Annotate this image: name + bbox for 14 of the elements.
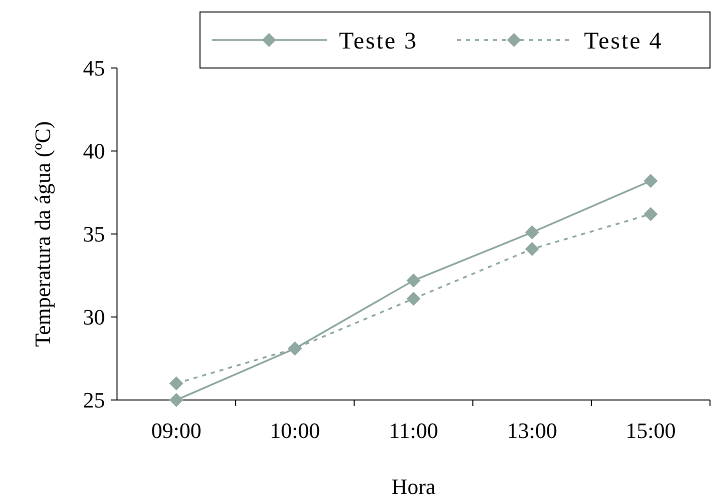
y-tick-label: 35 — [83, 222, 105, 247]
x-tick-label: 11:00 — [388, 418, 438, 443]
y-tick-label: 25 — [83, 388, 105, 413]
x-tick-label: 13:00 — [507, 418, 558, 443]
x-tick-label: 15:00 — [626, 418, 676, 443]
y-tick-label: 30 — [83, 304, 105, 330]
x-axis-title: Hora — [392, 474, 436, 499]
y-tick-label: 45 — [83, 56, 105, 81]
legend-label: Teste 3 — [339, 28, 418, 54]
x-tick-label: 09:00 — [151, 418, 202, 443]
y-tick-label: 40 — [83, 138, 105, 164]
legend-label: Teste 4 — [584, 28, 663, 54]
y-axis-title: Temperatura da água (ºC) — [30, 121, 55, 347]
x-tick-label: 10:00 — [270, 418, 320, 443]
